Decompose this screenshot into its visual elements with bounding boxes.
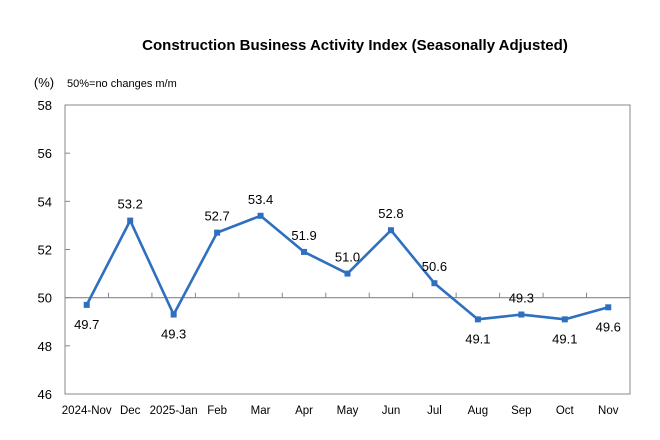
x-tick-label: May <box>337 405 359 417</box>
data-label: 49.1 <box>552 331 577 346</box>
data-label: 49.3 <box>509 291 534 306</box>
x-tick-label: Aug <box>468 405 488 417</box>
x-tick-label: 2024-Nov <box>62 405 112 417</box>
data-point-marker <box>257 212 264 219</box>
data-label: 49.7 <box>74 317 99 332</box>
y-tick-label: 58 <box>38 98 52 113</box>
data-label: 49.6 <box>596 319 621 334</box>
y-tick-label: 46 <box>38 387 52 402</box>
data-point-marker <box>474 316 481 323</box>
x-tick-label: Nov <box>598 405 619 417</box>
y-tick-label: 48 <box>38 339 52 354</box>
x-tick-label: Sep <box>511 405 531 417</box>
data-label: 49.1 <box>465 331 490 346</box>
data-label: 53.2 <box>118 197 143 212</box>
data-point-marker <box>214 229 221 236</box>
data-label: 51.0 <box>335 250 360 265</box>
data-label: 52.8 <box>378 206 403 221</box>
y-tick-label: 52 <box>38 243 52 258</box>
y-tick-label: 56 <box>38 146 52 161</box>
data-point-marker <box>83 301 90 308</box>
data-label: 51.9 <box>291 228 316 243</box>
x-tick-label: Apr <box>295 405 313 417</box>
y-axis-label: (%) <box>34 75 54 90</box>
y-tick-label: 54 <box>38 194 52 209</box>
data-label: 53.4 <box>248 192 273 207</box>
x-tick-label: Oct <box>556 405 575 417</box>
data-point-marker <box>387 227 394 234</box>
y-tick-label: 50 <box>38 291 52 306</box>
data-point-marker <box>561 316 568 323</box>
data-point-marker <box>344 270 351 277</box>
data-label: 52.7 <box>204 209 229 224</box>
data-label: 49.3 <box>161 327 186 342</box>
x-tick-label: Jun <box>382 405 401 417</box>
x-tick-label: Feb <box>207 405 227 417</box>
annotation-note: 50%=no changes m/m <box>67 78 177 90</box>
data-point-marker <box>431 280 438 287</box>
data-point-marker <box>301 248 308 255</box>
data-point-marker <box>605 304 612 311</box>
data-point-marker <box>518 311 525 318</box>
x-tick-label: Dec <box>120 405 141 417</box>
data-label: 50.6 <box>422 259 447 274</box>
x-tick-label: 2025-Jan <box>150 405 198 417</box>
chart-title: Construction Business Activity Index (Se… <box>142 37 568 54</box>
x-tick-label: Jul <box>427 405 442 417</box>
data-point-marker <box>170 311 177 318</box>
x-tick-label: Mar <box>251 405 271 417</box>
data-point-marker <box>127 217 134 224</box>
